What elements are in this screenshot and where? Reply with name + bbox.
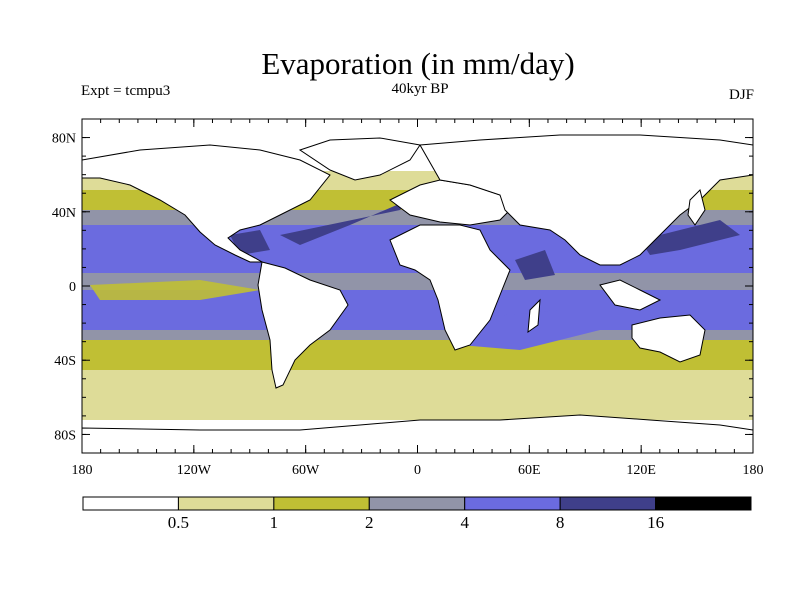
lon-tick-label: 180: [743, 463, 764, 478]
colorbar-swatch: [368, 496, 466, 511]
lon-tick-label: 60W: [292, 463, 320, 478]
lon-tick-label: 60E: [518, 463, 541, 478]
lat-tick-label: 40S: [54, 354, 76, 369]
colorbar-label: 8: [556, 513, 565, 532]
lat-tick-label: 0: [69, 280, 76, 295]
land-masses: [82, 134, 753, 453]
colorbar-label: 4: [460, 513, 469, 532]
lon-tick-label: 180: [72, 463, 93, 478]
colorbar-label: 0.5: [168, 513, 189, 532]
colorbar-swatch: [177, 496, 275, 511]
colorbar-label: 16: [647, 513, 664, 532]
map-area: [82, 119, 753, 453]
lat-tick-label: 80N: [52, 132, 76, 147]
colorbar-swatch: [655, 496, 752, 511]
colorbar-swatch: [82, 496, 179, 511]
period-label: 40kyr BP: [391, 81, 449, 97]
colorbar-label: 1: [270, 513, 279, 532]
colorbar-swatch: [273, 496, 370, 511]
colorbar-label: 2: [365, 513, 374, 532]
map-title: Evaporation (in mm/day): [261, 46, 575, 81]
colorbar: 0.5 1 2 4 8 16: [82, 496, 752, 532]
lon-tick-label: 0: [414, 463, 421, 478]
colorbar-swatch: [464, 496, 561, 511]
lon-tick-label: 120W: [177, 463, 212, 478]
experiment-label: Expt = tcmpu3: [81, 83, 171, 99]
season-label: DJF: [728, 87, 754, 103]
lat-tick-label: 40N: [52, 206, 76, 221]
latitude-axis: 80N 40N 0 40S 80S: [52, 118, 753, 454]
lat-tick-label: 80S: [54, 428, 76, 443]
colorbar-swatch: [559, 496, 657, 511]
longitude-axis: 180 120W 60W 0 60E 120E 180: [72, 119, 764, 478]
lon-tick-label: 120E: [626, 463, 656, 478]
